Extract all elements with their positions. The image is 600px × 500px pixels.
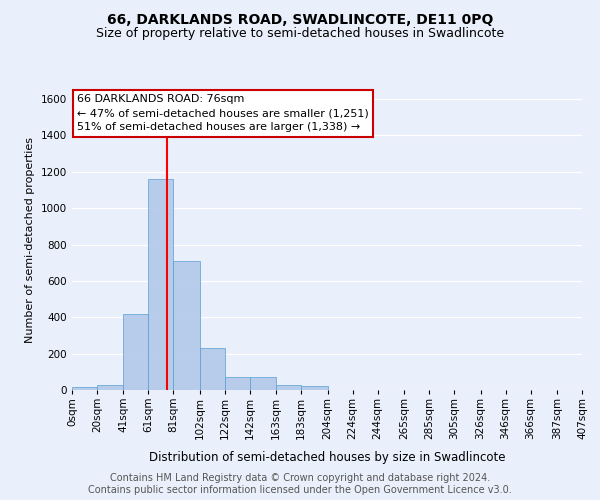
- Bar: [97, 384, 124, 390]
- Text: 66, DARKLANDS ROAD, SWADLINCOTE, DE11 0PQ: 66, DARKLANDS ROAD, SWADLINCOTE, DE11 0P…: [107, 12, 493, 26]
- Bar: [225, 378, 250, 390]
- Text: Size of property relative to semi-detached houses in Swadlincote: Size of property relative to semi-detach…: [96, 28, 504, 40]
- Bar: [276, 384, 301, 390]
- Bar: [250, 378, 276, 390]
- Bar: [124, 314, 148, 390]
- Bar: [173, 261, 200, 390]
- Text: Distribution of semi-detached houses by size in Swadlincote: Distribution of semi-detached houses by …: [149, 451, 505, 464]
- Bar: [200, 348, 225, 390]
- Text: 66 DARKLANDS ROAD: 76sqm
← 47% of semi-detached houses are smaller (1,251)
51% o: 66 DARKLANDS ROAD: 76sqm ← 47% of semi-d…: [77, 94, 369, 132]
- Bar: [148, 179, 173, 390]
- Text: Contains HM Land Registry data © Crown copyright and database right 2024.
Contai: Contains HM Land Registry data © Crown c…: [88, 474, 512, 495]
- Bar: [301, 386, 328, 390]
- Bar: [72, 388, 97, 390]
- Y-axis label: Number of semi-detached properties: Number of semi-detached properties: [25, 137, 35, 343]
